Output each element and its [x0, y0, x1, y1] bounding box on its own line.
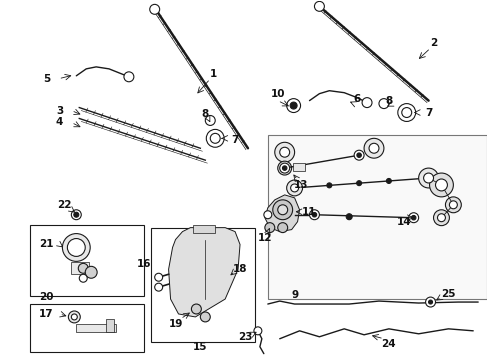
Text: 14: 14 [396, 217, 410, 227]
Text: 13: 13 [294, 180, 308, 190]
Text: 25: 25 [440, 289, 455, 299]
Circle shape [281, 165, 287, 171]
Bar [292, 163, 304, 171]
Polygon shape [264, 195, 299, 231]
Text: 3: 3 [56, 105, 63, 116]
Circle shape [149, 4, 160, 14]
Text: 10: 10 [270, 89, 285, 99]
Circle shape [154, 273, 163, 281]
Bar [106, 319, 114, 332]
Text: 11: 11 [302, 207, 316, 217]
Text: 22: 22 [57, 200, 72, 210]
Circle shape [277, 161, 291, 175]
Circle shape [264, 223, 274, 233]
Circle shape [154, 283, 163, 291]
Circle shape [85, 266, 97, 278]
Text: 16: 16 [136, 259, 151, 269]
Circle shape [410, 216, 415, 220]
Text: 19: 19 [168, 319, 183, 329]
Circle shape [205, 116, 215, 125]
Circle shape [423, 173, 433, 183]
Circle shape [437, 214, 445, 222]
Circle shape [71, 314, 77, 320]
Circle shape [356, 153, 361, 157]
Circle shape [78, 264, 88, 273]
Bar [30, 225, 143, 296]
Circle shape [401, 108, 411, 117]
Circle shape [433, 210, 448, 226]
Circle shape [289, 102, 297, 109]
Text: 15: 15 [193, 342, 207, 352]
Circle shape [277, 223, 287, 233]
Circle shape [309, 210, 319, 220]
Circle shape [286, 180, 302, 196]
Circle shape [67, 239, 85, 256]
Circle shape [428, 173, 452, 197]
Circle shape [314, 1, 324, 11]
Circle shape [397, 104, 415, 121]
Text: 9: 9 [290, 290, 298, 300]
Circle shape [264, 211, 271, 219]
Circle shape [191, 304, 201, 314]
Circle shape [253, 327, 262, 335]
Circle shape [418, 168, 438, 188]
Text: 1: 1 [209, 69, 216, 79]
Text: 4: 4 [56, 117, 63, 127]
Circle shape [286, 99, 300, 113]
Circle shape [364, 138, 383, 158]
Text: 12: 12 [257, 233, 271, 243]
Circle shape [274, 142, 294, 162]
Circle shape [361, 98, 371, 108]
Bar [30, 304, 143, 352]
Circle shape [200, 312, 210, 322]
Circle shape [277, 205, 287, 215]
Circle shape [282, 166, 286, 170]
Text: 5: 5 [43, 74, 50, 84]
Circle shape [356, 181, 361, 186]
Text: 7: 7 [424, 108, 431, 117]
Circle shape [206, 129, 224, 147]
Text: 23: 23 [237, 332, 252, 342]
Circle shape [346, 214, 351, 220]
Text: 2: 2 [429, 38, 436, 48]
Text: 7: 7 [231, 135, 238, 145]
Text: 6: 6 [353, 94, 360, 104]
Circle shape [290, 184, 298, 192]
Circle shape [427, 300, 432, 304]
Bar [76, 324, 116, 332]
Circle shape [445, 197, 460, 213]
Circle shape [448, 201, 456, 209]
Circle shape [408, 213, 418, 223]
Circle shape [279, 147, 289, 157]
Bar [71, 262, 89, 274]
Circle shape [279, 163, 289, 173]
Circle shape [435, 179, 447, 191]
Text: 20: 20 [39, 292, 54, 302]
Circle shape [68, 311, 80, 323]
Circle shape [425, 297, 435, 307]
Bar [150, 228, 254, 342]
Circle shape [210, 133, 220, 143]
Circle shape [311, 212, 316, 217]
Circle shape [71, 210, 81, 220]
Circle shape [62, 234, 90, 261]
Circle shape [123, 72, 134, 82]
Circle shape [378, 99, 388, 109]
Bar [267, 135, 486, 299]
Circle shape [272, 200, 292, 220]
Circle shape [386, 179, 390, 184]
Bar [193, 225, 215, 233]
Polygon shape [168, 228, 240, 317]
Circle shape [368, 143, 378, 153]
Text: 8: 8 [201, 108, 208, 118]
Text: 17: 17 [39, 309, 54, 319]
Circle shape [74, 212, 79, 217]
Text: 24: 24 [381, 339, 395, 349]
Circle shape [353, 150, 364, 160]
Text: 21: 21 [39, 239, 54, 249]
Text: 8: 8 [385, 96, 392, 105]
Circle shape [79, 274, 87, 282]
Circle shape [326, 183, 331, 188]
Text: 18: 18 [232, 264, 247, 274]
